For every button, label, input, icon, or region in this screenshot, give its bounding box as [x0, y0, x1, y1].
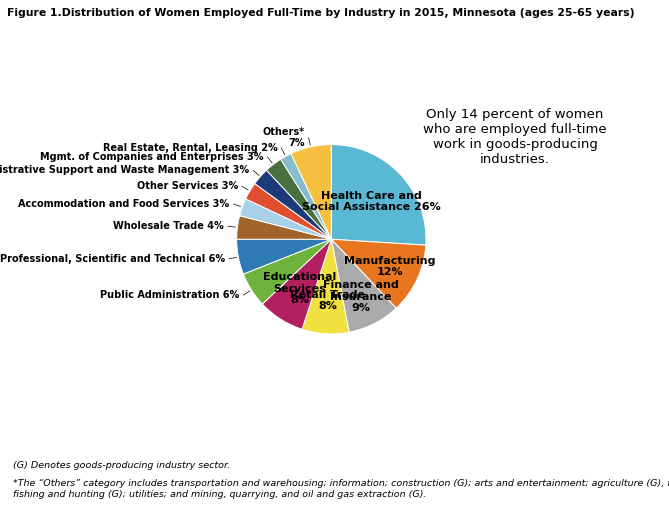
Wedge shape: [280, 154, 331, 239]
Wedge shape: [255, 170, 331, 239]
Text: Real Estate, Rental, Leasing 2%: Real Estate, Rental, Leasing 2%: [102, 143, 278, 153]
Text: Finance and
Insurance
9%: Finance and Insurance 9%: [322, 280, 399, 313]
Text: Mgmt. of Companies and Enterprises 3%: Mgmt. of Companies and Enterprises 3%: [40, 152, 264, 162]
Text: Health Care and
Social Assistance 26%: Health Care and Social Assistance 26%: [302, 191, 441, 212]
Wedge shape: [240, 199, 331, 239]
Text: Only 14 percent of women
who are employed full-time
work in goods-producing
indu: Only 14 percent of women who are employe…: [423, 108, 607, 166]
Wedge shape: [331, 239, 396, 332]
Wedge shape: [302, 239, 349, 334]
Wedge shape: [246, 184, 331, 239]
Text: Wholesale Trade 4%: Wholesale Trade 4%: [114, 221, 224, 231]
Text: Retail Trade
8%: Retail Trade 8%: [290, 290, 365, 312]
Wedge shape: [291, 145, 331, 239]
Text: Manufacturing
12%: Manufacturing 12%: [344, 256, 436, 277]
Text: Educational
Services
8%: Educational Services 8%: [264, 272, 337, 305]
Wedge shape: [262, 239, 331, 329]
Text: (G) Denotes goods-producing industry sector.: (G) Denotes goods-producing industry sec…: [13, 461, 230, 470]
Text: Other Services 3%: Other Services 3%: [136, 181, 238, 191]
Wedge shape: [237, 239, 331, 274]
Wedge shape: [266, 159, 331, 239]
Text: Public Administration 6%: Public Administration 6%: [100, 290, 240, 300]
Text: Professional, Scientific and Technical 6%: Professional, Scientific and Technical 6…: [0, 254, 225, 264]
Wedge shape: [331, 145, 426, 245]
Text: Figure 1.Distribution of Women Employed Full-Time by Industry in 2015, Minnesota: Figure 1.Distribution of Women Employed …: [7, 8, 634, 18]
Text: Accommodation and Food Services 3%: Accommodation and Food Services 3%: [19, 199, 229, 209]
Wedge shape: [331, 239, 426, 308]
Wedge shape: [244, 239, 331, 304]
Text: Administrative Support and Waste Management 3%: Administrative Support and Waste Managem…: [0, 165, 250, 176]
Text: *The “Others” category includes transportation and warehousing; information; con: *The “Others” category includes transpor…: [13, 479, 669, 499]
Wedge shape: [237, 216, 331, 239]
Text: Others*
7%: Others* 7%: [263, 127, 305, 149]
